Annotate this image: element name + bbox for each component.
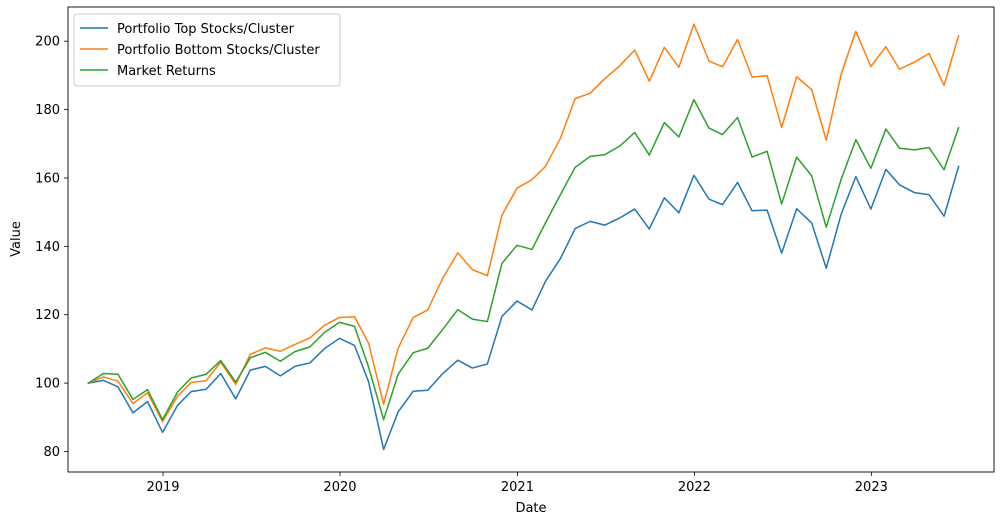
y-tick-label: 140 [35, 240, 60, 255]
plot-area-frame [67, 6, 995, 473]
legend-label-bottom-stocks: Portfolio Bottom Stocks/Cluster [117, 43, 320, 58]
y-axis-label: Value [9, 221, 24, 257]
x-tick-label: 2021 [501, 480, 534, 495]
series-line-2 [87, 98, 960, 421]
x-tick-label: 2019 [146, 480, 179, 495]
y-axis: 80 100 120 140 160 180 200 [35, 35, 68, 460]
legend-label-top-stocks: Portfolio Top Stocks/Cluster [117, 22, 295, 37]
y-tick-label: 100 [35, 377, 60, 392]
y-tick-label: 120 [35, 308, 60, 323]
y-tick-label: 80 [43, 445, 60, 460]
series-line-1 [87, 23, 960, 423]
y-tick-label: 200 [35, 35, 60, 50]
x-tick-label: 2020 [323, 480, 356, 495]
series-lines [87, 23, 960, 451]
x-axis-label: Date [515, 501, 546, 516]
x-tick-label: 2023 [855, 480, 888, 495]
legend-box [73, 13, 341, 87]
y-tick-label: 160 [35, 171, 60, 186]
legend: Portfolio Top Stocks/Cluster Portfolio B… [73, 13, 341, 87]
x-tick-label: 2022 [678, 480, 711, 495]
legend-label-market-returns: Market Returns [117, 64, 216, 79]
y-tick-label: 180 [35, 103, 60, 118]
series-line-0 [87, 165, 960, 451]
x-axis: 2019 2020 2021 2022 2023 [146, 472, 888, 495]
